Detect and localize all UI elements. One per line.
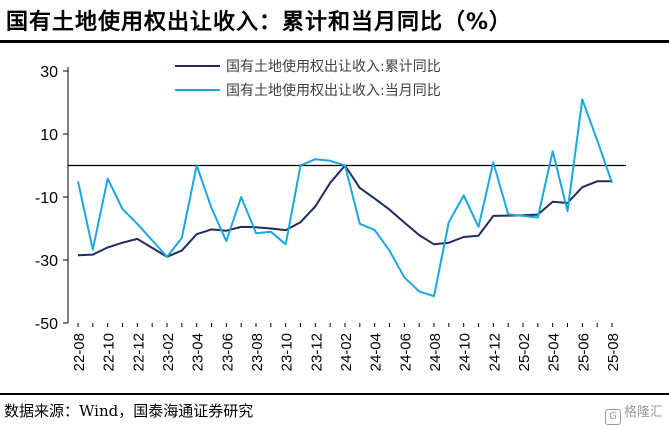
watermark-text: 格隆汇 bbox=[623, 405, 663, 420]
x-tick-label: 25-06 bbox=[575, 333, 592, 371]
x-tick-label: 25-04 bbox=[546, 333, 563, 371]
x-tick-label: 23-08 bbox=[249, 333, 266, 371]
x-tick-label: 24-06 bbox=[397, 333, 414, 371]
series-layer bbox=[77, 98, 613, 298]
y-tick-label: -50 bbox=[35, 316, 58, 333]
x-tick-label: 22-12 bbox=[130, 333, 147, 371]
legend-label: 国有土地使用权出让收入:累计同比 bbox=[226, 58, 441, 75]
x-tick-label: 25-02 bbox=[516, 333, 533, 371]
source-note: 数据来源：Wind，国泰海通证券研究 bbox=[4, 402, 254, 420]
series-line-cumulative bbox=[77, 164, 612, 258]
watermark: G 格隆汇 bbox=[604, 401, 663, 425]
top-rule bbox=[0, 40, 669, 43]
x-tick-label: 23-04 bbox=[190, 333, 207, 371]
x-tick-label: 22-08 bbox=[71, 333, 88, 371]
x-tick-label: 24-04 bbox=[368, 333, 385, 371]
x-tick-label: 24-10 bbox=[457, 333, 474, 371]
bottom-rule bbox=[0, 393, 669, 395]
x-tick-label: 25-08 bbox=[605, 333, 622, 371]
x-tick-label: 24-08 bbox=[427, 333, 444, 371]
y-axis: 30 10 -10 -30 -50 bbox=[35, 64, 69, 333]
chart-title: 国有土地使用权出让收入：累计和当月同比（%） bbox=[6, 10, 513, 35]
x-tick-label: 23-10 bbox=[279, 333, 296, 371]
watermark-logo-icon: G bbox=[604, 409, 621, 425]
legend-label: 国有土地使用权出让收入:当月同比 bbox=[226, 82, 441, 99]
y-tick-label: -30 bbox=[35, 253, 58, 270]
x-axis: 22-08 22-10 22-12 23-02 23-04 23-06 23-08 23-10… bbox=[71, 323, 622, 371]
x-tick-label: 23-02 bbox=[160, 333, 177, 371]
series-line-monthly bbox=[77, 98, 613, 298]
x-tick-label: 23-06 bbox=[219, 333, 236, 371]
y-tick-label: 10 bbox=[40, 127, 58, 144]
x-tick-label: 24-02 bbox=[338, 333, 355, 371]
x-tick-label: 22-10 bbox=[101, 333, 118, 371]
y-tick-label: 30 bbox=[40, 64, 58, 81]
x-tick-label: 23-12 bbox=[308, 333, 325, 371]
y-tick-label: -10 bbox=[35, 190, 58, 207]
x-tick-label: 24-12 bbox=[486, 333, 503, 371]
